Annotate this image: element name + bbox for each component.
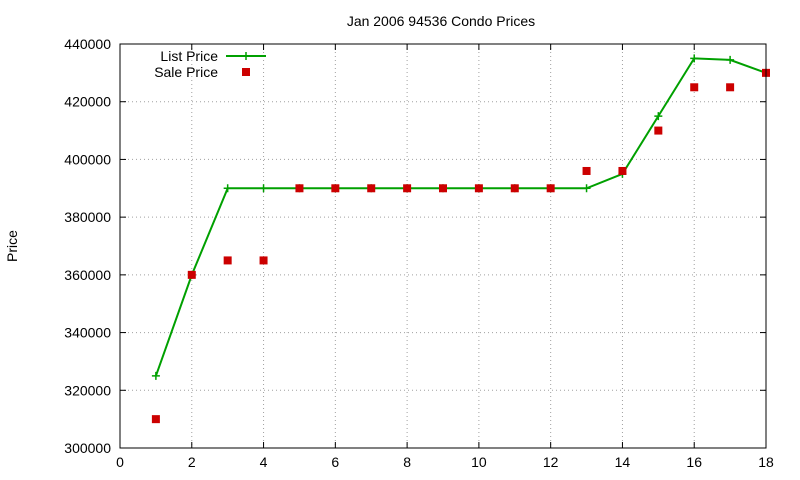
plot-border — [119, 43, 767, 449]
sale-price-point — [187, 270, 196, 279]
sale-price-point — [223, 256, 232, 265]
y-tick-label: 360000 — [64, 267, 111, 283]
list-price-point — [654, 112, 663, 121]
sale-price-point — [510, 184, 519, 193]
sale-price-point — [474, 184, 483, 193]
x-tick-label: 12 — [543, 454, 559, 470]
list-price-point — [582, 184, 591, 193]
sale-price-point — [582, 166, 591, 175]
sale-price-point — [546, 184, 555, 193]
sale-price-point — [726, 83, 735, 92]
sale-price-point — [331, 184, 340, 193]
grid-lines — [120, 44, 766, 448]
list-price-line — [154, 57, 767, 377]
x-tick-label: 18 — [758, 454, 774, 470]
list-price-point — [259, 184, 268, 193]
sale-price-point — [439, 184, 447, 193]
sale-price-point — [690, 83, 699, 92]
sale-price-point — [654, 126, 663, 135]
y-tick-label: 400000 — [64, 151, 111, 167]
legend-marker-list-price — [242, 52, 250, 60]
x-tick-label: 0 — [116, 454, 124, 470]
sale-price-point — [618, 166, 627, 175]
x-tick-label: 16 — [686, 454, 702, 470]
y-tick-label: 440000 — [64, 36, 111, 52]
legend-label-list-price: List Price — [160, 48, 218, 64]
x-tick-label: 10 — [471, 454, 487, 470]
x-tick-label: 8 — [403, 454, 411, 470]
legend-label-sale-price: Sale Price — [154, 64, 218, 80]
list-price-point — [726, 55, 735, 64]
chart-title: Jan 2006 94536 Condo Prices — [347, 13, 535, 29]
sale-price-point — [403, 184, 412, 193]
sale-price-point — [151, 415, 160, 424]
legend-marker-sale-price — [242, 68, 250, 76]
y-axis-label: Price — [4, 230, 20, 262]
x-tick-label: 4 — [260, 454, 268, 470]
y-tick-label: 300000 — [64, 440, 111, 456]
list-price-point — [223, 184, 232, 193]
x-tick-label: 2 — [188, 454, 196, 470]
list-price-point — [151, 371, 160, 380]
list-price-point — [690, 54, 699, 63]
y-tick-label: 320000 — [64, 382, 111, 398]
series-layer — [151, 54, 770, 424]
sale-price-point — [295, 184, 304, 193]
y-tick-label: 420000 — [64, 94, 111, 110]
x-tick-label: 14 — [615, 454, 631, 470]
axis-ticks: 0 2 4 6 8 10 12 14 16 18 300000 320000 340000 360000 3… — [64, 36, 774, 470]
sale-price-point — [259, 256, 268, 265]
y-tick-label: 340000 — [64, 325, 111, 341]
sale-price-point — [367, 184, 376, 193]
y-tick-label: 380000 — [64, 209, 111, 225]
sale-price-series — [151, 68, 770, 424]
x-tick-label: 6 — [331, 454, 339, 470]
